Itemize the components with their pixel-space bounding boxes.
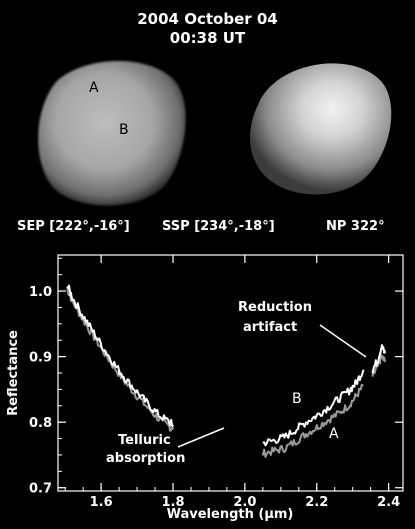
series-b-line xyxy=(66,284,174,427)
x-tick-label: 2.0 xyxy=(233,495,256,510)
annotation-absorption: absorption xyxy=(106,451,185,466)
region-label-b: B xyxy=(119,122,129,138)
series-label-b: B xyxy=(292,391,302,407)
observation-date: 2004 October 04 xyxy=(137,10,278,28)
reduction-pointer-line xyxy=(319,324,367,358)
telluric-pointer-line xyxy=(177,427,225,448)
observation-time: 00:38 UT xyxy=(169,29,246,47)
y-tick-label: 1.0 xyxy=(29,285,52,300)
north-pole-angle: NP 322° xyxy=(326,219,385,234)
series-label-a: A xyxy=(329,426,339,442)
x-tick-label: 1.8 xyxy=(161,495,184,510)
annotation-artifact: artifact xyxy=(243,320,297,335)
reflectance-spectrum-chart: 1.6 1.8 2.0 2.2 2.40.70.80.91.0 Reflectance … xyxy=(6,254,404,522)
region-label-a: A xyxy=(89,80,99,96)
series-b-line xyxy=(262,369,365,447)
x-tick-label: 1.6 xyxy=(90,495,113,510)
series-b-line xyxy=(371,344,386,374)
annotation-telluric: Telluric xyxy=(118,433,171,448)
x-axis-label: Wavelength (µm) xyxy=(167,507,294,522)
y-tick-label: 0.8 xyxy=(29,416,52,431)
series-a-line xyxy=(371,354,386,377)
y-axis-label: Reflectance xyxy=(6,330,21,416)
annotation-reduction: Reduction xyxy=(238,300,312,315)
x-tick-label: 2.4 xyxy=(377,495,400,510)
y-tick-label: 0.7 xyxy=(29,482,52,497)
shape-model-image xyxy=(240,50,400,200)
y-tick-label: 0.9 xyxy=(29,351,52,366)
sub-earth-point: SEP [222°,-16°] xyxy=(17,219,130,234)
series-a-line xyxy=(261,383,364,458)
x-tick-label: 2.2 xyxy=(305,495,328,510)
sub-solar-point: SSP [234°,-18°] xyxy=(162,219,275,234)
observed-asteroid-image: A B xyxy=(26,52,191,212)
